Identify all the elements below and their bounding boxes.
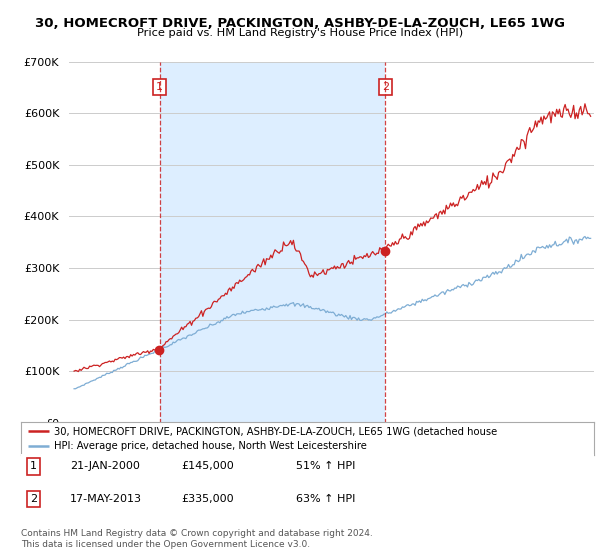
Text: £335,000: £335,000	[181, 494, 234, 503]
Text: 63% ↑ HPI: 63% ↑ HPI	[296, 494, 355, 503]
Text: 30, HOMECROFT DRIVE, PACKINGTON, ASHBY-DE-LA-ZOUCH, LE65 1WG (detached house: 30, HOMECROFT DRIVE, PACKINGTON, ASHBY-D…	[54, 426, 497, 436]
Text: 17-MAY-2013: 17-MAY-2013	[70, 494, 142, 503]
Text: Contains HM Land Registry data © Crown copyright and database right 2024.
This d: Contains HM Land Registry data © Crown c…	[21, 529, 373, 549]
Text: 30, HOMECROFT DRIVE, PACKINGTON, ASHBY-DE-LA-ZOUCH, LE65 1WG: 30, HOMECROFT DRIVE, PACKINGTON, ASHBY-D…	[35, 17, 565, 30]
Text: 51% ↑ HPI: 51% ↑ HPI	[296, 461, 355, 472]
Text: 1: 1	[30, 461, 37, 472]
Text: 2: 2	[30, 494, 37, 503]
Text: 21-JAN-2000: 21-JAN-2000	[70, 461, 140, 472]
Text: 2: 2	[382, 82, 389, 92]
Text: £145,000: £145,000	[181, 461, 234, 472]
Text: 1: 1	[156, 82, 163, 92]
Text: HPI: Average price, detached house, North West Leicestershire: HPI: Average price, detached house, Nort…	[54, 441, 367, 451]
Bar	[160, 62, 385, 423]
Text: Price paid vs. HM Land Registry's House Price Index (HPI): Price paid vs. HM Land Registry's House …	[137, 28, 463, 38]
